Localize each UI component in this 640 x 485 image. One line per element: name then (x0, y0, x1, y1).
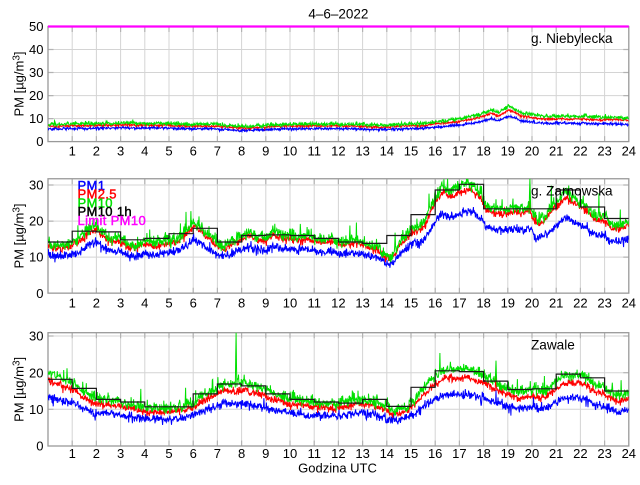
svg-text:22: 22 (573, 296, 587, 311)
svg-text:12: 12 (331, 296, 345, 311)
svg-text:11: 11 (307, 296, 321, 311)
svg-text:6: 6 (190, 296, 197, 311)
svg-text:5: 5 (165, 143, 172, 158)
svg-text:30: 30 (29, 178, 43, 193)
svg-text:4: 4 (141, 143, 148, 158)
svg-text:23: 23 (597, 296, 611, 311)
svg-text:10: 10 (29, 250, 43, 265)
svg-text:3: 3 (117, 446, 124, 461)
svg-text:14: 14 (380, 446, 394, 461)
svg-text:20: 20 (525, 296, 539, 311)
svg-text:5: 5 (165, 296, 172, 311)
svg-text:17: 17 (452, 446, 466, 461)
svg-text:1: 1 (69, 143, 76, 158)
svg-text:18: 18 (476, 143, 490, 158)
svg-text:4: 4 (141, 446, 148, 461)
svg-text:PM [µg/m3]: PM [µg/m3] (12, 357, 27, 422)
svg-text:6: 6 (190, 143, 197, 158)
svg-text:10: 10 (29, 111, 43, 126)
svg-text:8: 8 (238, 446, 245, 461)
svg-text:3: 3 (117, 296, 124, 311)
svg-text:8: 8 (238, 143, 245, 158)
svg-text:30: 30 (29, 329, 43, 344)
svg-text:18: 18 (476, 446, 490, 461)
svg-text:PM [µg/m3]: PM [µg/m3] (12, 203, 27, 268)
svg-text:21: 21 (549, 143, 563, 158)
svg-text:20: 20 (525, 143, 539, 158)
svg-text:PM10: PM10 (78, 195, 113, 210)
svg-text:0: 0 (36, 286, 43, 301)
svg-text:6: 6 (190, 446, 197, 461)
svg-text:13: 13 (355, 296, 369, 311)
svg-text:g. Niebylecka: g. Niebylecka (531, 31, 613, 46)
svg-text:12: 12 (331, 143, 345, 158)
svg-text:16: 16 (428, 296, 442, 311)
svg-text:10: 10 (283, 446, 297, 461)
svg-text:20: 20 (29, 365, 43, 380)
svg-text:13: 13 (355, 446, 369, 461)
svg-text:19: 19 (501, 296, 515, 311)
svg-text:50: 50 (29, 19, 43, 34)
svg-text:9: 9 (262, 296, 269, 311)
svg-text:7: 7 (214, 446, 221, 461)
svg-text:14: 14 (380, 143, 394, 158)
svg-text:Limit PM10: Limit PM10 (78, 213, 147, 228)
svg-text:22: 22 (573, 143, 587, 158)
svg-text:9: 9 (262, 446, 269, 461)
svg-text:2: 2 (93, 296, 100, 311)
svg-text:0: 0 (36, 134, 43, 149)
svg-text:24: 24 (622, 143, 636, 158)
svg-text:17: 17 (452, 143, 466, 158)
svg-text:14: 14 (380, 296, 394, 311)
svg-text:10: 10 (283, 143, 297, 158)
svg-text:4: 4 (141, 296, 148, 311)
svg-text:PM10 1h: PM10 1h (78, 204, 132, 219)
svg-text:11: 11 (307, 446, 321, 461)
svg-text:17: 17 (452, 296, 466, 311)
svg-text:8: 8 (238, 296, 245, 311)
svg-text:13: 13 (355, 143, 369, 158)
svg-text:5: 5 (165, 446, 172, 461)
svg-text:18: 18 (476, 296, 490, 311)
svg-text:15: 15 (404, 296, 418, 311)
svg-text:21: 21 (549, 296, 563, 311)
svg-text:23: 23 (597, 143, 611, 158)
svg-text:10: 10 (283, 296, 297, 311)
svg-text:PM [µg/m3]: PM [µg/m3] (12, 51, 27, 116)
svg-text:16: 16 (428, 446, 442, 461)
svg-text:19: 19 (501, 143, 515, 158)
svg-text:40: 40 (29, 42, 43, 57)
svg-text:20: 20 (29, 88, 43, 103)
svg-text:1: 1 (69, 446, 76, 461)
svg-text:2: 2 (93, 446, 100, 461)
svg-text:30: 30 (29, 65, 43, 80)
svg-text:10: 10 (29, 402, 43, 417)
svg-text:0: 0 (36, 439, 43, 454)
svg-text:15: 15 (404, 143, 418, 158)
svg-text:PM1: PM1 (78, 178, 106, 193)
svg-text:7: 7 (214, 143, 221, 158)
svg-text:19: 19 (501, 446, 515, 461)
svg-text:20: 20 (525, 446, 539, 461)
svg-text:11: 11 (307, 143, 321, 158)
svg-text:12: 12 (331, 446, 345, 461)
svg-text:4–6–2022: 4–6–2022 (308, 6, 368, 21)
svg-text:2: 2 (93, 143, 100, 158)
svg-text:22: 22 (573, 446, 587, 461)
svg-text:7: 7 (214, 296, 221, 311)
svg-text:Godzina UTC: Godzina UTC (298, 461, 377, 476)
svg-text:3: 3 (117, 143, 124, 158)
svg-text:20: 20 (29, 214, 43, 229)
svg-text:16: 16 (428, 143, 442, 158)
svg-text:24: 24 (622, 296, 636, 311)
svg-text:24: 24 (622, 446, 636, 461)
svg-text:15: 15 (404, 446, 418, 461)
svg-text:23: 23 (597, 446, 611, 461)
svg-text:1: 1 (69, 296, 76, 311)
svg-text:PM2.5: PM2.5 (78, 187, 117, 202)
svg-text:g. Zarnowska: g. Zarnowska (531, 183, 613, 198)
svg-text:21: 21 (549, 446, 563, 461)
svg-text:Zawale: Zawale (531, 337, 575, 352)
svg-text:9: 9 (262, 143, 269, 158)
